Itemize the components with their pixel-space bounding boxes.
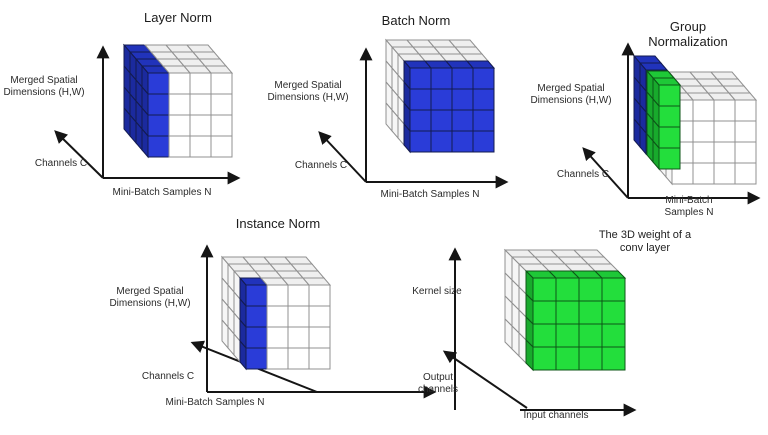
instance-norm-title: Instance Norm — [235, 216, 321, 231]
group-norm-spatial-axis-label: Merged Spatial Dimensions (H,W) — [530, 83, 612, 106]
layer-norm-channels-axis-label: Channels C — [34, 158, 88, 169]
group-norm-cube — [632, 54, 758, 186]
batch-norm-batch-axis-label: Mini-Batch Samples N — [380, 189, 480, 200]
batch-norm-title: Batch Norm — [381, 13, 451, 28]
group-norm-title: Group Normalization — [648, 19, 728, 49]
instance-norm-cube — [220, 255, 332, 371]
group-norm-axes — [582, 42, 761, 205]
conv-output-axis-label: Output channels — [417, 372, 459, 395]
batch-norm-cube — [384, 38, 496, 154]
conv-weight-title: The 3D weight of a conv layer — [598, 229, 692, 254]
layer-norm-axes — [54, 45, 241, 185]
conv-weight-figure — [442, 247, 637, 417]
batch-norm-channels-axis-label: Channels C — [294, 160, 348, 171]
conv-kernel-axis-label: Kernel size — [412, 286, 462, 297]
layer-norm-title: Layer Norm — [144, 10, 212, 25]
instance-norm-batch-axis-label: Mini-Batch Samples N — [165, 397, 265, 408]
layer-norm-figure — [54, 43, 241, 185]
conv-input-axis-label: Input channels — [523, 410, 589, 421]
batch-norm-spatial-axis-label: Merged Spatial Dimensions (H,W) — [267, 80, 349, 103]
conv-weight-axes — [442, 247, 637, 417]
batch-norm-axes — [318, 47, 509, 189]
instance-norm-figure — [190, 244, 437, 399]
conv-weight-cube — [503, 248, 627, 372]
layer-norm-batch-axis-label: Mini-Batch Samples N — [112, 187, 212, 198]
instance-norm-channels-axis-label: Channels C — [141, 371, 195, 382]
layer-norm-cube — [122, 43, 234, 159]
group-norm-figure — [582, 42, 761, 205]
layer-norm-spatial-axis-label: Merged Spatial Dimensions (H,W) — [3, 75, 85, 98]
instance-norm-spatial-axis-label: Merged Spatial Dimensions (H,W) — [109, 286, 191, 309]
group-norm-channels-axis-label: Channels C — [556, 169, 610, 180]
batch-norm-figure — [318, 38, 509, 189]
group-norm-batch-axis-label: Mini-Batch Samples N — [664, 195, 714, 218]
